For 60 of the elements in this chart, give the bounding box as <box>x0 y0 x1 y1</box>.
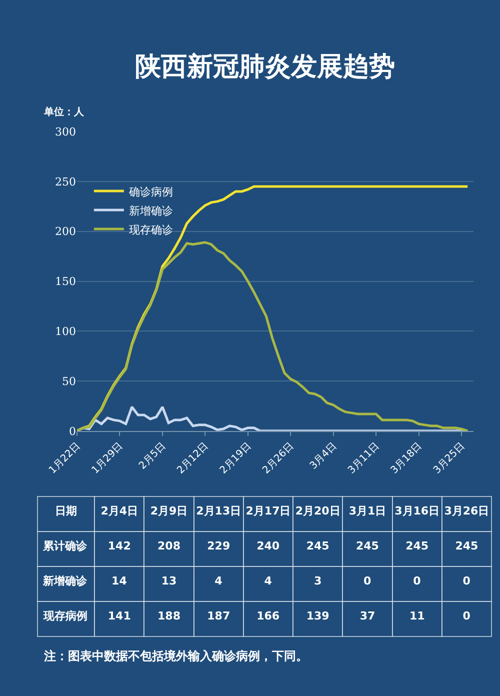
x-tick-label: 3月4日 <box>308 440 339 472</box>
y-tick-label: 250 <box>55 175 76 188</box>
data-label: 13 <box>161 574 177 588</box>
data-label: 142 <box>108 540 131 553</box>
y-tick-label: 200 <box>55 225 76 238</box>
data-label: 37 <box>360 610 376 623</box>
x-tick-label: 3月25日 <box>432 440 468 476</box>
data-label: 0 <box>413 574 422 588</box>
category-label: 2月13日 <box>196 504 242 518</box>
y-tick-label: 100 <box>55 325 76 338</box>
series-label: 现存病例 <box>42 610 88 623</box>
data-label: 245 <box>306 540 330 553</box>
y-tick-label: 150 <box>55 275 76 288</box>
x-tick-label: 3月11日 <box>346 440 382 476</box>
data-label: 240 <box>256 540 280 553</box>
data-label: 139 <box>306 610 330 623</box>
series-label: 新增确诊 <box>42 574 88 588</box>
series-label: 累计确诊 <box>42 540 88 553</box>
category-label: 3月1日 <box>348 504 386 518</box>
data-label: 141 <box>108 610 131 623</box>
chart-title: 陕西新冠肺炎发展趋势 <box>135 52 395 82</box>
data-label: 0 <box>462 610 471 623</box>
data-label: 229 <box>207 540 230 553</box>
data-label: 4 <box>264 574 272 588</box>
text: 注：图表中数据不包括境外输入确诊病例，下同。 <box>43 649 308 663</box>
y-tick-label: 0 <box>69 424 76 438</box>
data-label: 11 <box>409 610 425 623</box>
data-label: 166 <box>256 610 280 623</box>
data-label: 208 <box>158 540 180 553</box>
x-tick-label: 2月26日 <box>260 440 296 476</box>
data-label: 0 <box>363 574 372 588</box>
x-tick-label: 1月22日 <box>47 440 83 476</box>
category-label: 2月20日 <box>295 504 340 518</box>
data-label: 188 <box>158 610 180 623</box>
x-tick-label: 1月29日 <box>90 440 126 476</box>
y-tick-label: 300 <box>55 125 76 138</box>
y-tick-label: 50 <box>62 374 76 388</box>
category-label: 2月17日 <box>246 504 291 518</box>
x-tick-label: 2月19日 <box>218 440 254 476</box>
legend-label: 新增确诊 <box>128 204 173 218</box>
category-label: 2月9日 <box>150 504 188 518</box>
data-label: 14 <box>112 574 128 588</box>
legend-label: 现存确诊 <box>128 223 173 236</box>
data-label: 3 <box>314 574 322 588</box>
line-series <box>77 241 469 431</box>
x-tick-label: 2月12日 <box>175 440 211 476</box>
data-label: 4 <box>214 574 223 588</box>
data-label: 245 <box>455 540 478 553</box>
y-axis-title: 单位：人 <box>43 106 85 118</box>
legend-label: 确诊病例 <box>128 185 173 198</box>
data-label: 245 <box>356 540 379 553</box>
x-tick-label: 2月5日 <box>137 440 168 472</box>
data-label: 0 <box>462 574 471 588</box>
category-label: 2月4日 <box>100 504 138 518</box>
category-label: 3月26日 <box>444 504 490 518</box>
x-tick-label: 3月18日 <box>388 440 424 476</box>
data-label: 245 <box>406 540 429 553</box>
category-label: 3月16日 <box>394 504 440 518</box>
text: 日期 <box>55 504 78 518</box>
data-label: 187 <box>207 610 230 623</box>
